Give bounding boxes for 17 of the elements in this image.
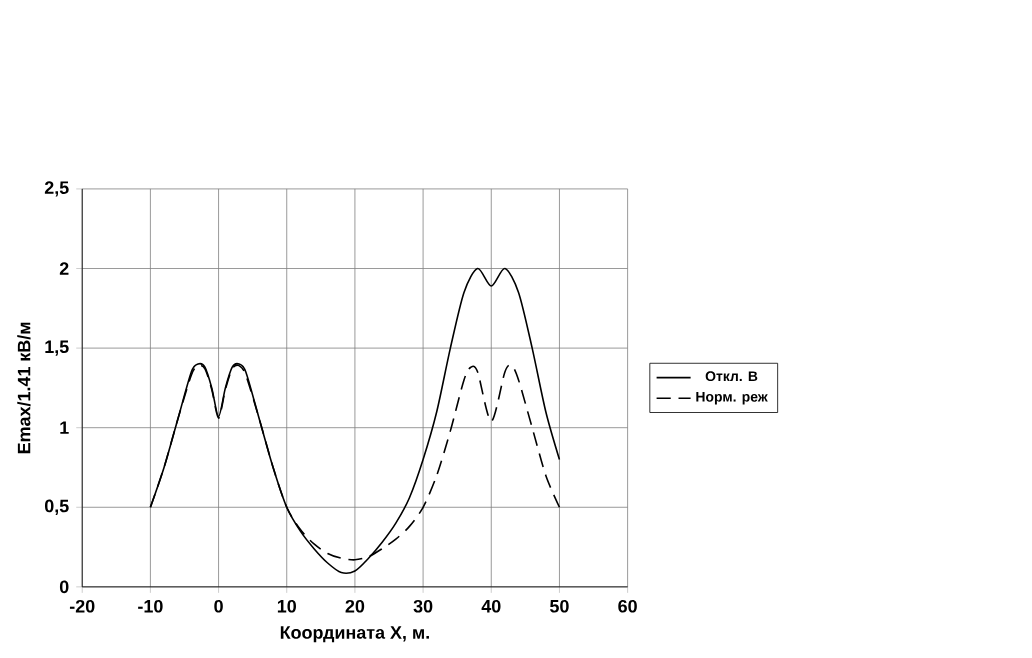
y-tick-label: 0 [59, 580, 69, 594]
y-tick-label: 2,5 [44, 181, 69, 197]
x-tick-label: 60 [618, 600, 637, 613]
x-tick-label: 20 [345, 600, 365, 613]
x-tick-label: 50 [550, 600, 569, 613]
y-tick-label: 0,5 [44, 499, 69, 516]
y-tick-label: 1,5 [45, 340, 69, 356]
x-tick-label: 30 [413, 600, 433, 613]
y-tick-label: 1 [60, 421, 69, 434]
x-tick-label: 10 [277, 600, 296, 613]
y-tick-label: 2 [59, 262, 69, 275]
y-axis-title: Emax/1.41 кВ/м [17, 322, 31, 454]
x-tick-label: -10 [138, 600, 163, 613]
x-axis-title: Координата X, м. [280, 626, 429, 643]
x-tick-label: 40 [481, 600, 501, 613]
x-tick-label: 0 [214, 600, 223, 613]
x-tick-label: -20 [69, 600, 95, 613]
